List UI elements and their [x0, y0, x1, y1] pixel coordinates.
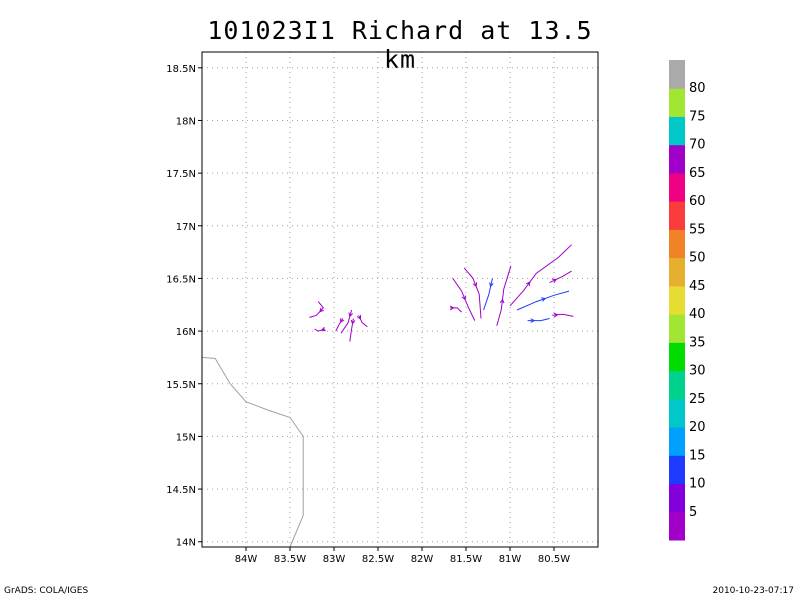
colorbar-segment — [669, 511, 685, 541]
streamline — [496, 265, 512, 326]
plot-frame — [201, 51, 599, 548]
colorbar-segment — [669, 398, 685, 428]
lon-tick-label: 80.5W — [538, 554, 570, 565]
lon-tick-label: 83.5W — [274, 554, 306, 565]
colorbar-label: 50 — [689, 251, 706, 266]
streamline — [549, 270, 572, 284]
lat-tick-label: 16.5N — [166, 274, 196, 285]
lat-tick-label: 15N — [176, 432, 196, 443]
colorbar-segment — [669, 370, 685, 400]
streamline-arrow — [449, 305, 455, 311]
lon-tick-label: 81W — [499, 554, 522, 565]
streamline — [463, 267, 482, 319]
colorbar-segment — [669, 88, 685, 117]
tick-layer: 84W 83.5W 83W 82.5W 82W 81.5W 81W 80.5W 14N 14.5N… — [166, 64, 570, 565]
streamline-arrow — [553, 312, 559, 318]
streamline — [335, 318, 344, 332]
colorbar-label: 45 — [689, 279, 706, 294]
lat-tick-label: 14N — [176, 538, 196, 549]
streamline-arrow — [499, 298, 505, 304]
streamline-arrow — [348, 312, 353, 318]
streamline-arrow — [525, 281, 531, 287]
colorbar-label: 75 — [689, 110, 706, 125]
streamline-arrow — [340, 318, 345, 324]
footer-timestamp: 2010-10-23-07:17 — [712, 586, 795, 596]
lat-tick-label: 17N — [176, 222, 196, 233]
colorbar-label: 70 — [689, 138, 706, 153]
lon-tick-label: 81.5W — [450, 554, 482, 565]
colorbar-segment — [669, 144, 685, 174]
colorbar-segment — [669, 455, 685, 485]
plot-title: 101023I1 Richard at 13.5 km — [207, 16, 593, 74]
colorbar-label: 5 — [689, 505, 697, 520]
streamline-arrow — [530, 318, 536, 323]
colorbar-label: 80 — [689, 81, 706, 96]
lon-tick-label: 83W — [323, 554, 346, 565]
streamline-arrow — [472, 282, 478, 288]
colorbar-label: 40 — [689, 307, 706, 322]
grid-layer — [202, 52, 598, 547]
colorbar-label: 10 — [689, 477, 706, 492]
colorbar-segment — [669, 314, 685, 343]
colorbar-segment — [669, 116, 685, 146]
colorbar-label: 55 — [689, 222, 706, 237]
streamline — [509, 244, 572, 307]
streamline — [340, 309, 353, 334]
lat-tick-label: 18.5N — [166, 64, 196, 75]
streamline-arrow — [356, 314, 362, 320]
colorbar-segment — [669, 427, 685, 456]
streamline-arrow — [319, 307, 324, 313]
streamline-arrow — [461, 295, 467, 301]
colorbar-segment — [669, 201, 685, 230]
colorbar: 5 10 15 20 25 30 35 40 45 50 55 60 65 70 75 80 — [669, 60, 706, 541]
colorbar-label: 65 — [689, 166, 706, 181]
streamline-layer — [309, 244, 574, 342]
colorbar-segment — [669, 285, 685, 315]
streamline — [450, 307, 462, 313]
streamline — [314, 328, 326, 332]
streamline-arrow — [552, 278, 558, 284]
coastline-layer — [201, 356, 304, 548]
streamline-arrow — [489, 282, 494, 288]
colorbar-label: 60 — [689, 194, 706, 209]
lat-tick-label: 14.5N — [166, 485, 196, 496]
streamline — [483, 278, 493, 311]
lat-tick-label: 16N — [176, 327, 196, 338]
colorbar-label: 20 — [689, 420, 706, 435]
lat-tick-label: 15.5N — [166, 380, 196, 391]
colorbar-label: 35 — [689, 335, 706, 350]
streamline — [527, 318, 550, 322]
colorbar-segment — [669, 483, 685, 513]
streamline-arrow — [350, 319, 356, 325]
footer-credit: GrADS: COLA/IGES — [4, 586, 89, 596]
streamline — [358, 315, 368, 328]
lon-tick-label: 82.5W — [362, 554, 394, 565]
lat-tick-label: 18N — [176, 116, 196, 127]
streamline — [452, 278, 476, 321]
colorbar-segment — [669, 342, 685, 372]
colorbar-segment — [669, 172, 685, 202]
colorbar-label: 25 — [689, 392, 706, 407]
colorbar-label: 30 — [689, 364, 706, 379]
streamline — [349, 318, 354, 342]
streamline-arrow — [541, 297, 547, 302]
lon-tick-label: 84W — [235, 554, 258, 565]
colorbar-label: 15 — [689, 448, 706, 463]
streamline-arrow — [320, 326, 326, 332]
lat-tick-label: 17.5N — [166, 169, 196, 180]
streamline — [552, 313, 574, 317]
lon-tick-label: 82W — [411, 554, 434, 565]
coastline — [201, 356, 304, 548]
streamline — [309, 301, 325, 318]
colorbar-segment — [669, 257, 685, 287]
colorbar-segment — [669, 229, 685, 259]
colorbar-segment — [669, 60, 685, 89]
